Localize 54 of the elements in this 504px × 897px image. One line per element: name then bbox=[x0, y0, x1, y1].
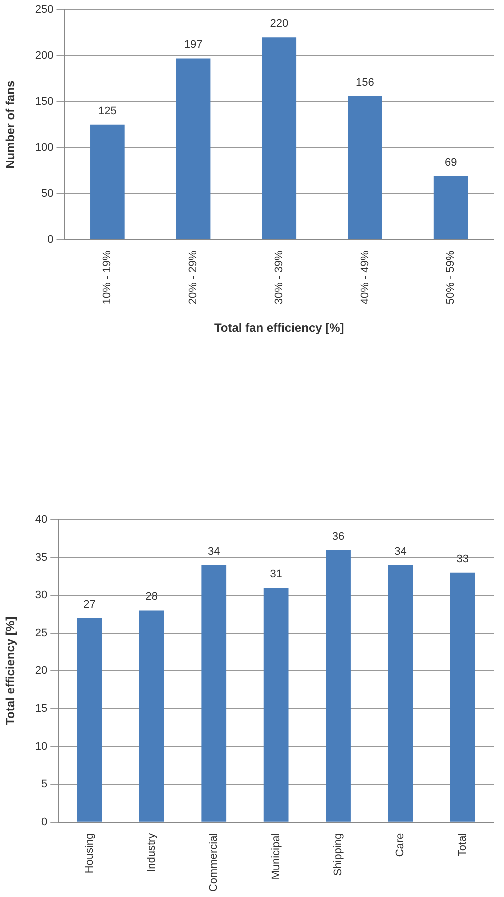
x-tick-label: Industry bbox=[146, 832, 158, 872]
data-label: 33 bbox=[456, 553, 470, 566]
data-label: 28 bbox=[146, 591, 158, 604]
data-label: 220 bbox=[270, 18, 289, 30]
x-tick-label: Total bbox=[456, 833, 469, 857]
x-tick-label: 50% - 59% bbox=[445, 250, 458, 305]
data-label: 34 bbox=[394, 546, 407, 558]
y-tick-label: 0 bbox=[48, 234, 54, 246]
y-tick-label: 40 bbox=[35, 514, 48, 526]
x-tick-label: 10% - 19% bbox=[102, 250, 114, 305]
bar bbox=[450, 572, 476, 822]
y-tick-label: 35 bbox=[35, 552, 48, 564]
bar bbox=[176, 58, 211, 240]
data-label: 27 bbox=[84, 598, 96, 611]
data-label: 125 bbox=[98, 105, 117, 118]
y-axis-title: Total efficiency [%] bbox=[4, 616, 18, 726]
x-tick-label: 30% - 39% bbox=[273, 250, 286, 305]
bar bbox=[139, 610, 164, 822]
y-tick-label: 10 bbox=[35, 740, 48, 753]
x-tick-label: Shipping bbox=[332, 833, 345, 876]
bar bbox=[202, 565, 227, 822]
bar bbox=[262, 38, 297, 240]
y-tick-label: 200 bbox=[35, 50, 54, 62]
x-axis-title: Total fan efficiency [%] bbox=[214, 321, 344, 336]
y-tick-label: 100 bbox=[35, 142, 54, 154]
x-tick-label: Commercial bbox=[208, 833, 220, 892]
bar bbox=[77, 618, 102, 822]
x-tick-label: 20% - 29% bbox=[188, 250, 200, 305]
y-tick-label: 250 bbox=[35, 4, 54, 16]
bar bbox=[326, 550, 351, 822]
y-axis-title: Number of fans bbox=[4, 80, 18, 169]
data-label: 34 bbox=[208, 546, 220, 558]
y-tick-label: 50 bbox=[42, 188, 54, 200]
data-label: 197 bbox=[184, 39, 203, 52]
data-label: 69 bbox=[444, 156, 458, 169]
x-tick-label: Housing bbox=[84, 833, 96, 874]
bar bbox=[264, 588, 289, 822]
y-tick-label: 5 bbox=[42, 778, 48, 791]
x-tick-label: Care bbox=[394, 833, 407, 858]
y-tick-label: 30 bbox=[35, 590, 48, 602]
y-tick-label: 20 bbox=[35, 665, 48, 678]
y-tick-label: 0 bbox=[42, 816, 48, 828]
bar bbox=[90, 124, 125, 240]
bar bbox=[388, 565, 414, 822]
x-tick-label: 40% - 49% bbox=[359, 250, 372, 305]
data-label: 31 bbox=[270, 568, 282, 581]
data-label: 156 bbox=[356, 76, 374, 89]
y-tick-label: 150 bbox=[35, 96, 54, 108]
data-label: 36 bbox=[332, 530, 345, 543]
bar bbox=[434, 176, 468, 240]
x-tick-label: Municipal bbox=[270, 833, 282, 880]
y-tick-label: 25 bbox=[35, 627, 48, 640]
y-tick-label: 15 bbox=[35, 702, 48, 715]
bar bbox=[348, 96, 382, 240]
